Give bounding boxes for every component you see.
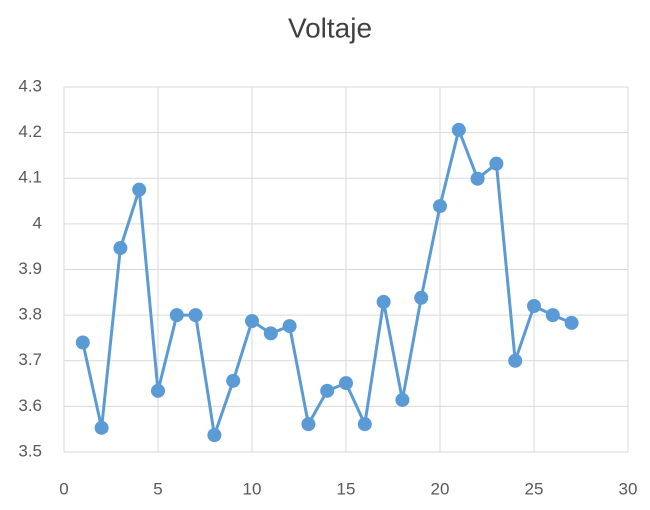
data-point	[508, 353, 523, 368]
x-tick-label: 15	[337, 479, 356, 498]
data-point	[207, 428, 222, 443]
data-point	[245, 314, 259, 329]
data-point	[527, 299, 541, 313]
data-point	[263, 326, 278, 341]
data-point	[357, 417, 372, 432]
data-point	[489, 156, 504, 171]
x-tick-label: 30	[619, 479, 638, 498]
data-point	[301, 417, 316, 432]
y-tick-label: 4.3	[18, 76, 42, 95]
y-tick-label: 3.5	[18, 441, 42, 460]
data-point	[376, 294, 391, 309]
y-tick-label: 3.8	[18, 305, 42, 324]
data-point	[470, 171, 485, 186]
x-tick-label: 0	[59, 479, 68, 498]
x-tick-label: 25	[525, 479, 544, 498]
data-point	[226, 373, 241, 388]
data-point	[75, 335, 90, 350]
data-point	[395, 392, 410, 407]
x-tick-label: 10	[243, 479, 262, 498]
data-point	[414, 290, 429, 305]
data-point	[545, 308, 560, 323]
data-point	[282, 319, 297, 334]
x-tick-label: 20	[431, 479, 450, 498]
data-point	[320, 383, 335, 398]
data-point	[564, 315, 579, 330]
data-point	[151, 383, 165, 398]
data-point	[188, 308, 203, 323]
chart-title: Voltaje	[288, 12, 372, 43]
data-point	[433, 199, 447, 214]
data-point	[113, 241, 128, 256]
y-tick-label: 3.7	[18, 350, 42, 369]
y-tick-label: 4.2	[18, 122, 42, 141]
y-tick-label: 3.9	[18, 259, 42, 278]
data-point	[169, 308, 184, 323]
data-point	[451, 122, 466, 137]
data-point	[94, 420, 109, 435]
y-tick-label: 4	[33, 213, 42, 232]
x-tick-label: 5	[153, 479, 162, 498]
data-point	[339, 376, 353, 391]
data-point	[132, 182, 147, 197]
y-tick-label: 4.1	[18, 168, 42, 187]
y-tick-label: 3.6	[18, 396, 42, 415]
